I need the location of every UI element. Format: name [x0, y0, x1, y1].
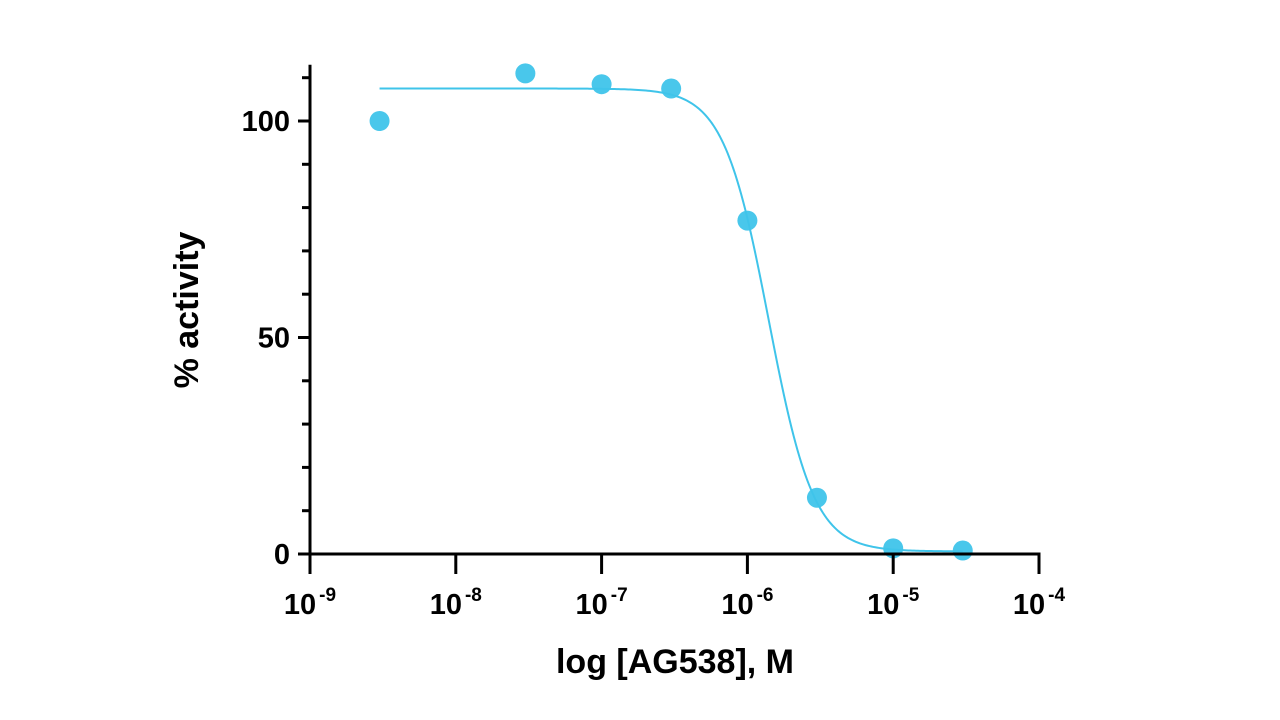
x-tick-label: 10 -5 [867, 585, 920, 621]
data-point [661, 78, 682, 99]
x-tick-label: 10 -4 [1013, 585, 1066, 621]
data-point [952, 540, 973, 561]
y-axis-title: % activity [168, 231, 206, 388]
data-point [515, 63, 536, 84]
data-point [591, 74, 612, 95]
axis-labels-layer: % activity log [AG538], M [168, 231, 794, 681]
x-tick-label: 10 -8 [430, 585, 482, 621]
x-tick-label: 10 -9 [284, 585, 336, 621]
data-point [737, 210, 758, 231]
fit-curve [379, 87, 963, 553]
data-point [369, 111, 390, 131]
x-tick-label: 10 -7 [576, 585, 628, 621]
y-tick-label: 50 [258, 323, 290, 355]
data-points-layer [369, 63, 973, 561]
y-tick-label: 0 [274, 539, 290, 571]
y-tick-label: 100 [242, 106, 290, 138]
data-point [806, 487, 827, 508]
x-tick-label: 10 -6 [721, 585, 773, 621]
x-axis-title: log [AG538], M [556, 643, 794, 681]
fit-curve-layer [379, 87, 963, 553]
axes-layer: 0 50 100 10 -9 10 -8 10 -7 10 -6 10 -5 10 -4 [242, 64, 1066, 621]
